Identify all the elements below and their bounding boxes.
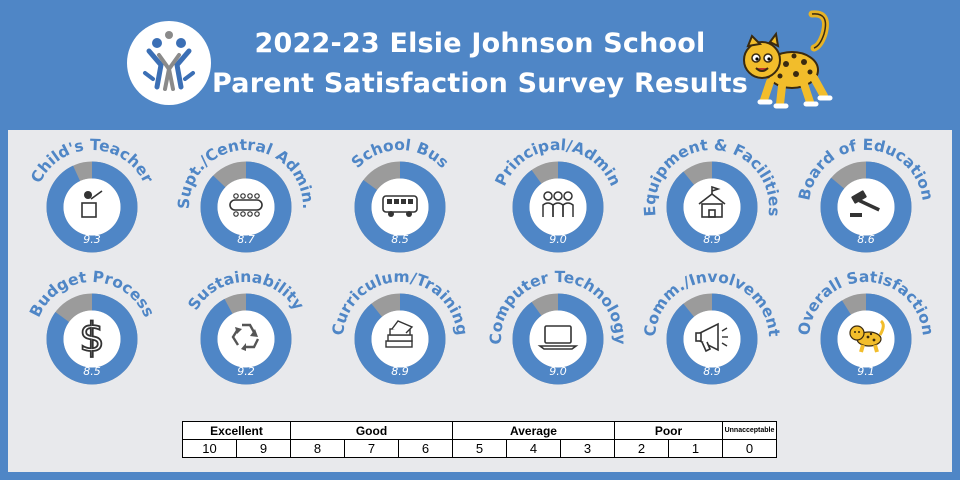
teacher-icon [81,190,103,218]
donut-value-label: 8.9 [703,233,721,246]
legend-scale-cell: 6 [398,439,453,458]
donut-value-label: 9.0 [549,233,567,246]
donut-center [217,310,275,368]
legend-scale-cell: 4 [506,439,561,458]
legend-scale-cell: 3 [560,439,615,458]
donut-center [63,178,121,236]
donut-value-arc [512,161,604,253]
legend-category-cell: Poor [614,421,723,440]
legend-category-cell: Excellent [182,421,291,440]
school-building-icon [698,185,726,218]
donut-center [63,310,121,368]
school-logo [127,21,211,105]
legend-scale-cell: 2 [614,439,669,458]
megaphone-icon [695,322,728,353]
jaguar-mascot-icon [743,10,833,109]
legend-scale-cell: 7 [344,439,399,458]
donut-center [837,178,895,236]
donut-center [529,310,587,368]
donut-value-label: 8.7 [237,233,255,246]
jaguar-mascot [734,8,838,112]
school-bus-icon [382,195,418,217]
donut-center [371,178,429,236]
people-logo-icon [143,31,195,91]
legend-category-cell: Good [290,421,453,440]
donut-value-label: 8.9 [391,365,409,378]
legend-category-cell: Unnacceptable [722,421,777,440]
donut-value-label: 8.5 [83,365,101,378]
donut-value-arc [820,161,912,253]
donut-value-label: 9.3 [83,233,101,246]
donut-value-arc [200,161,292,253]
donut-value-arc [666,293,758,385]
people-group-icon [542,191,574,217]
donut-center [217,178,275,236]
laptop-icon [537,325,579,350]
donut-value-label: 9.1 [857,365,875,378]
donut-value-label: 8.5 [391,233,409,246]
donut-value-arc [46,293,138,385]
donut-value-arc [354,293,446,385]
legend-scale-cell: 0 [722,439,777,458]
legend-scale-cell: 10 [182,439,237,458]
donut-value-label: 8.6 [857,233,875,246]
donut-value-arc [46,161,138,253]
donut-value-arc [666,161,758,253]
gavel-icon [850,190,880,217]
recycle-icon [231,323,260,351]
donut-value-arc [820,293,912,385]
donut-value-label: 8.9 [703,365,721,378]
svg-text:$: $ [79,315,104,361]
legend-scale-cell: 9 [236,439,291,458]
donut-value-arc [512,293,604,385]
legend-scale-row: 10 9 8 7 6 5 4 3 2 1 0 [182,439,777,458]
legend-category-cell: Average [452,421,615,440]
donut-value-label: 9.2 [237,365,255,378]
donut-value-arc [354,161,446,253]
donut-center [529,178,587,236]
rating-scale-legend: Excellent Good Average Poor Unnacceptable 10… [182,421,777,458]
results-panel [8,130,952,472]
legend-scale-cell: 1 [668,439,723,458]
page-title-line-2: Parent Satisfaction Survey Results [212,68,748,99]
dollar-icon: $ [78,314,105,362]
legend-scale-cell: 8 [290,439,345,458]
legend-scale-cell: 5 [452,439,507,458]
books-icon [385,320,414,348]
legend-category-row: Excellent Good Average Poor Unnacceptable [182,421,777,440]
conference-table-icon [229,193,263,217]
donut-value-label: 9.0 [549,365,567,378]
donut-center [683,178,741,236]
page-title-line-1: 2022-23 Elsie Johnson School [254,28,706,59]
jaguar-icon [849,319,885,353]
donut-value-arc [200,293,292,385]
